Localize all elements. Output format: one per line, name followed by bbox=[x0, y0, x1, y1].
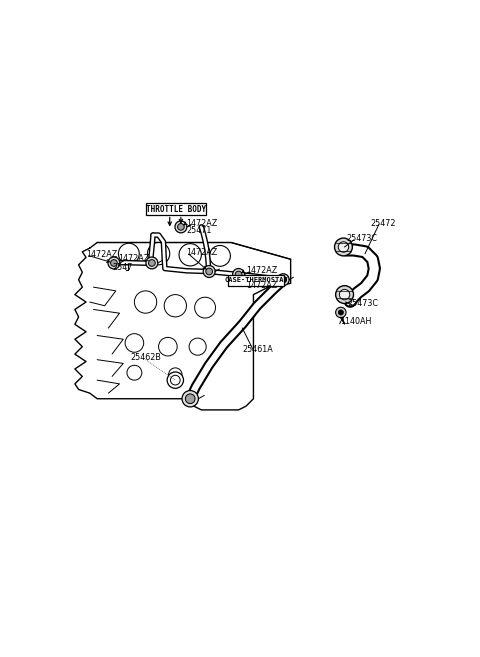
Circle shape bbox=[147, 242, 170, 265]
Text: THROTTLE BODY: THROTTLE BODY bbox=[146, 205, 206, 214]
Circle shape bbox=[235, 271, 242, 278]
Circle shape bbox=[170, 375, 180, 385]
Circle shape bbox=[158, 337, 177, 356]
Circle shape bbox=[339, 289, 350, 300]
Text: 1140AH: 1140AH bbox=[340, 317, 371, 327]
Circle shape bbox=[336, 307, 346, 317]
Circle shape bbox=[189, 338, 206, 355]
Circle shape bbox=[167, 372, 183, 388]
Text: 25461A: 25461A bbox=[242, 345, 273, 354]
Circle shape bbox=[175, 221, 187, 233]
Circle shape bbox=[195, 297, 216, 318]
Text: 2547: 2547 bbox=[112, 263, 132, 272]
Circle shape bbox=[280, 277, 287, 283]
Circle shape bbox=[336, 286, 353, 304]
Text: 25473C: 25473C bbox=[347, 233, 377, 242]
Text: 1472AZ: 1472AZ bbox=[186, 219, 218, 228]
Circle shape bbox=[338, 310, 344, 315]
Text: CASE-THERMOSTAT: CASE-THERMOSTAT bbox=[224, 277, 288, 283]
Text: 25471: 25471 bbox=[186, 226, 212, 235]
Circle shape bbox=[335, 238, 352, 256]
Circle shape bbox=[206, 268, 213, 275]
Circle shape bbox=[168, 368, 182, 381]
Circle shape bbox=[146, 257, 158, 269]
Circle shape bbox=[277, 274, 289, 286]
Text: 1472AZ: 1472AZ bbox=[186, 248, 218, 257]
Text: 25473C: 25473C bbox=[347, 300, 378, 308]
Circle shape bbox=[178, 223, 184, 230]
Circle shape bbox=[148, 260, 155, 266]
Circle shape bbox=[179, 244, 202, 266]
Circle shape bbox=[338, 242, 348, 252]
Text: 1472AZ: 1472AZ bbox=[118, 254, 149, 263]
Circle shape bbox=[125, 334, 144, 352]
Text: 1472AZ: 1472AZ bbox=[86, 250, 117, 260]
Text: 25472: 25472 bbox=[371, 219, 396, 228]
Circle shape bbox=[110, 260, 117, 266]
Circle shape bbox=[203, 265, 215, 277]
Circle shape bbox=[185, 394, 195, 403]
Circle shape bbox=[182, 390, 198, 407]
Circle shape bbox=[210, 246, 230, 266]
Text: 1472AZ: 1472AZ bbox=[246, 266, 277, 275]
Circle shape bbox=[233, 269, 244, 281]
Text: 25462B: 25462B bbox=[130, 353, 161, 362]
Circle shape bbox=[108, 257, 120, 269]
Text: 1472AZ: 1472AZ bbox=[246, 281, 277, 290]
FancyBboxPatch shape bbox=[228, 275, 284, 286]
FancyBboxPatch shape bbox=[146, 204, 206, 215]
Circle shape bbox=[134, 291, 157, 313]
Circle shape bbox=[119, 243, 139, 264]
Circle shape bbox=[164, 294, 186, 317]
Circle shape bbox=[127, 365, 142, 380]
